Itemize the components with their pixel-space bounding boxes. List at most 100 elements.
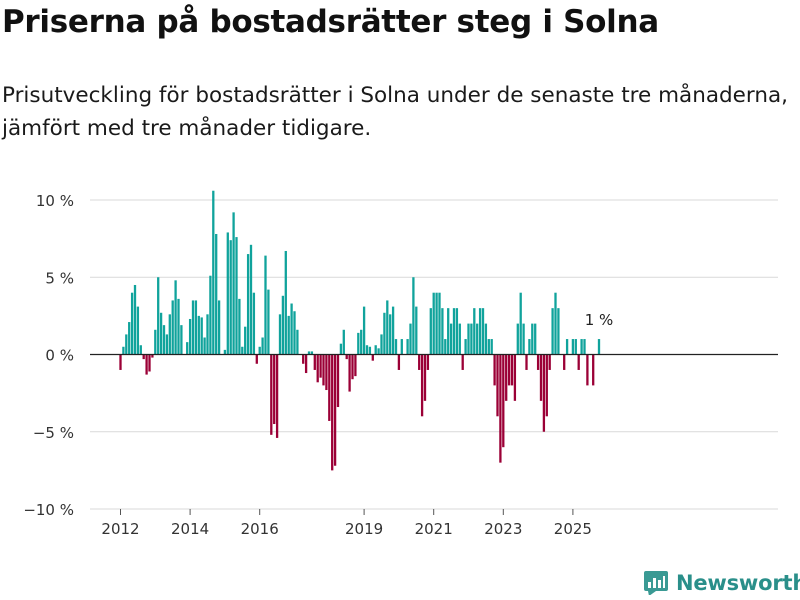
- x-tick-label: 2023: [484, 520, 522, 538]
- bar: [296, 329, 299, 355]
- bar: [133, 284, 137, 355]
- bar: [238, 298, 241, 355]
- bar: [452, 308, 456, 355]
- bar: [455, 308, 459, 355]
- bar: [331, 354, 334, 471]
- bar: [310, 351, 314, 355]
- bar: [322, 354, 325, 386]
- x-tick-label: 2021: [415, 520, 453, 538]
- bar: [206, 314, 209, 355]
- bar: [229, 240, 232, 355]
- bar: [528, 339, 531, 355]
- y-tick-label: 10 %: [36, 192, 74, 210]
- bar: [209, 275, 212, 355]
- bar: [125, 334, 128, 355]
- bar: [391, 306, 395, 355]
- bar: [342, 329, 345, 355]
- bar: [235, 237, 238, 355]
- bar: [563, 354, 566, 370]
- bar: [571, 339, 575, 355]
- bar: [200, 317, 203, 355]
- bar: [328, 354, 331, 421]
- bar: [136, 306, 140, 355]
- bar: [281, 295, 285, 355]
- bar: [464, 339, 467, 355]
- bar: [180, 325, 183, 355]
- bar: [580, 339, 583, 355]
- bar: [203, 337, 206, 355]
- x-tick-label: 2025: [554, 520, 592, 538]
- bar: [481, 308, 485, 355]
- bar: [119, 354, 122, 370]
- bar: [490, 339, 493, 355]
- bar: [284, 250, 287, 355]
- bar: [139, 345, 142, 355]
- bar: [429, 308, 432, 355]
- bar: [154, 329, 157, 355]
- bar: [536, 354, 540, 370]
- bar: [557, 308, 560, 355]
- bar: [148, 354, 151, 372]
- bar: [565, 339, 569, 355]
- bar: [478, 308, 482, 355]
- bar: [539, 354, 543, 401]
- bar: [287, 315, 290, 355]
- bar: [171, 300, 174, 355]
- bar: [188, 318, 192, 355]
- bar: [592, 354, 595, 386]
- bar: [467, 323, 470, 355]
- bar: [554, 292, 557, 355]
- bar: [255, 354, 258, 364]
- bar: [499, 354, 502, 463]
- bar: [368, 346, 372, 355]
- newsworthy-brand: Newsworthy: [644, 568, 800, 598]
- bar: [542, 354, 546, 432]
- bar: [186, 342, 189, 355]
- bar: [389, 314, 392, 355]
- bar: [307, 351, 311, 355]
- brand-name: Newsworthy: [676, 571, 800, 595]
- bar: [548, 354, 551, 370]
- bar: [525, 354, 528, 370]
- x-tick-label: 2016: [241, 520, 279, 538]
- chart-subtitle: Prisutveckling för bostadsrätter i Solna…: [2, 83, 788, 141]
- bar: [357, 332, 360, 355]
- bar: [461, 354, 464, 370]
- bar: [484, 323, 488, 355]
- bar: [273, 354, 276, 425]
- bar: [252, 292, 256, 355]
- bar: [258, 346, 261, 355]
- bar: [473, 308, 476, 355]
- bar: [339, 343, 343, 355]
- bar: [377, 348, 380, 355]
- bar: [159, 312, 163, 355]
- bar: [145, 354, 148, 375]
- bar: [157, 277, 160, 355]
- bar: [426, 354, 430, 370]
- bar: [545, 354, 548, 417]
- bar: [217, 300, 221, 355]
- bar: [531, 323, 534, 355]
- data-label-last: 1 %: [585, 311, 614, 329]
- newsworthy-logo-icon: [644, 571, 668, 595]
- bar: [362, 306, 366, 355]
- bar: [586, 354, 589, 386]
- bar: [444, 339, 447, 355]
- bar: [270, 354, 273, 435]
- bar: [345, 354, 348, 360]
- bar: [302, 354, 305, 364]
- bar: [534, 323, 537, 355]
- bar: [249, 244, 253, 355]
- bar: [380, 334, 383, 355]
- bar: [128, 322, 131, 355]
- bar: [264, 255, 267, 355]
- bar: [470, 323, 473, 355]
- y-tick-label: −10 %: [23, 501, 74, 519]
- bar: [177, 298, 180, 355]
- bar: [278, 314, 282, 355]
- bar: [194, 300, 198, 355]
- bar: [449, 323, 453, 355]
- bar: [360, 329, 363, 355]
- bar: [354, 354, 357, 377]
- bar: [191, 300, 195, 355]
